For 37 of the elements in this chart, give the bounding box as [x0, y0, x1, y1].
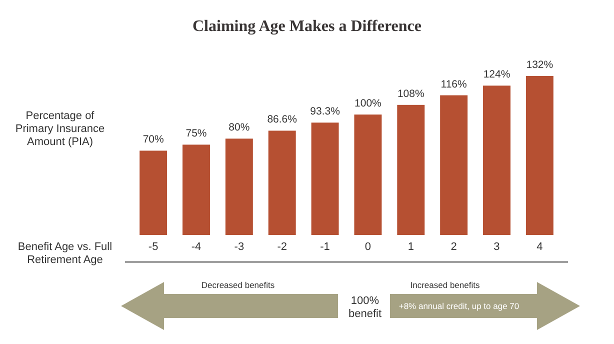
y-axis-title: Percentage of Primary Insurance Amount (PIA): [15, 110, 105, 148]
bar: [526, 76, 554, 235]
text: Increased benefits: [410, 280, 480, 290]
data-label: 86.6%: [267, 114, 297, 126]
x-tick-label: 2: [450, 241, 457, 253]
x-tick-label: 4: [536, 241, 543, 253]
bar: [440, 95, 468, 235]
text: 100% benefit: [348, 295, 382, 320]
bar: [268, 130, 296, 235]
x-tick-label: 1: [408, 241, 414, 253]
data-label: 100%: [354, 98, 382, 110]
data-label: 70%: [142, 134, 164, 146]
text: Decreased benefits: [201, 280, 275, 290]
x-tick-label: -5: [148, 241, 158, 253]
data-label: 116%: [440, 78, 467, 90]
data-label: 75%: [186, 128, 207, 140]
x-tick-label: -4: [191, 241, 202, 253]
x-tick-label: 0: [364, 241, 372, 253]
bar: [483, 86, 510, 235]
bar: [397, 104, 425, 235]
x-axis-title: Benefit Age vs. Full Retirement Age: [18, 241, 112, 266]
x-tick-label: -2: [277, 241, 287, 253]
data-label: 108%: [397, 88, 424, 100]
bar: [182, 144, 210, 235]
bar: [225, 138, 253, 235]
data-label: 93.3%: [310, 106, 340, 118]
chart-title: Claiming Age Makes a Difference: [192, 18, 422, 35]
data-label: 124%: [483, 68, 510, 81]
bar: [140, 150, 168, 235]
bar: [354, 114, 382, 235]
data-label: 80%: [228, 122, 250, 134]
x-tick-label: -3: [234, 241, 244, 253]
x-tick-label: 3: [494, 241, 500, 253]
bar: [311, 122, 339, 235]
x-tick-label: -1: [320, 241, 330, 253]
data-label: 132%: [526, 59, 554, 71]
text: +8% annual credit, up to age 70: [398, 301, 520, 311]
